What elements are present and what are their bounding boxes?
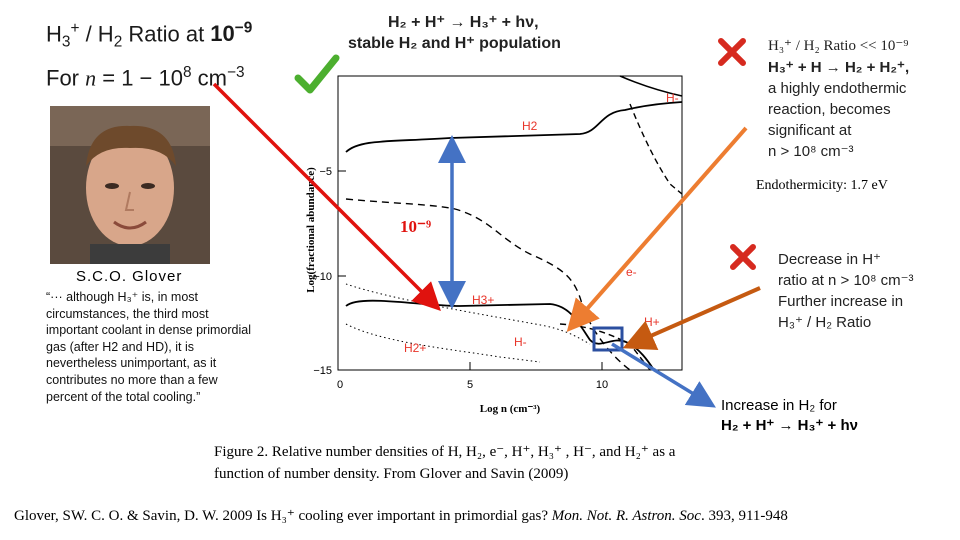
x-tick-label: 0 [337, 379, 343, 391]
h-curve [619, 75, 683, 97]
y-tick-label: −5 [319, 166, 332, 178]
h2-curve [345, 101, 683, 153]
endothermicity-note: Endothermicity: 1.7 eV [756, 178, 888, 193]
reference-citation: Glover, SW. C. O. & Savin, D. W. 2009 Is… [14, 508, 788, 524]
blue-arrow [611, 342, 716, 408]
h-minus-top-label: H- [666, 91, 679, 105]
cross-icon [730, 244, 756, 270]
person-name: S.C.O. Glover [76, 268, 183, 285]
x-tick-label: 5 [467, 379, 473, 391]
person-quote: “··· although H₃⁺ is, in most circumstan… [46, 290, 251, 404]
glover-photo [50, 106, 210, 264]
x-axis-label: Log n (cm⁻³) [480, 403, 541, 415]
figure-caption: Figure 2. Relative number densities of H… [214, 444, 676, 482]
h2-plus-label: H2+ [404, 341, 426, 355]
y-axis-label: Log(fractional abundance) [305, 167, 317, 293]
y-tick-label: −15 [313, 365, 332, 377]
red-arrow [212, 82, 441, 311]
checkmark-icon [294, 54, 340, 94]
h2-curve-label: H2 [522, 119, 538, 133]
h-minus-label: H- [514, 335, 527, 349]
ratio-marker-label: 10⁻⁹ [400, 217, 431, 236]
cross-icon [718, 38, 746, 66]
orange-arrow [566, 126, 748, 333]
brown-arrow [622, 286, 761, 351]
h3-plus-label: H3+ [472, 293, 494, 307]
mid-right-note: Decrease in H⁺ ratio at n > 10⁸ cm⁻³ Fur… [778, 251, 914, 331]
y-tick-label: −10 [313, 271, 332, 283]
top-right-note: H₃⁺ / H₂ Ratio << 10⁻⁹ H₃⁺ + H → H₂ + H₂… [768, 38, 910, 160]
h-minus-top-curve [629, 103, 683, 195]
highlight-box [592, 326, 624, 352]
h2-plus-curve [345, 323, 541, 363]
reaction-header: H₂ + H⁺ → H₃⁺ + hν, stable H₂ and H⁺ pop… [348, 14, 561, 52]
x-tick-label: 10 [596, 379, 608, 391]
bottom-right-note: Increase in H₂ for H₂ + H⁺ → H₃⁺ + hν [721, 397, 858, 434]
h-minus-curve [345, 283, 591, 345]
ratio-title: H3+ / H2 Ratio at 10−9 For n = 1 − 108 c… [46, 20, 253, 91]
e-minus-label: e- [626, 265, 637, 279]
